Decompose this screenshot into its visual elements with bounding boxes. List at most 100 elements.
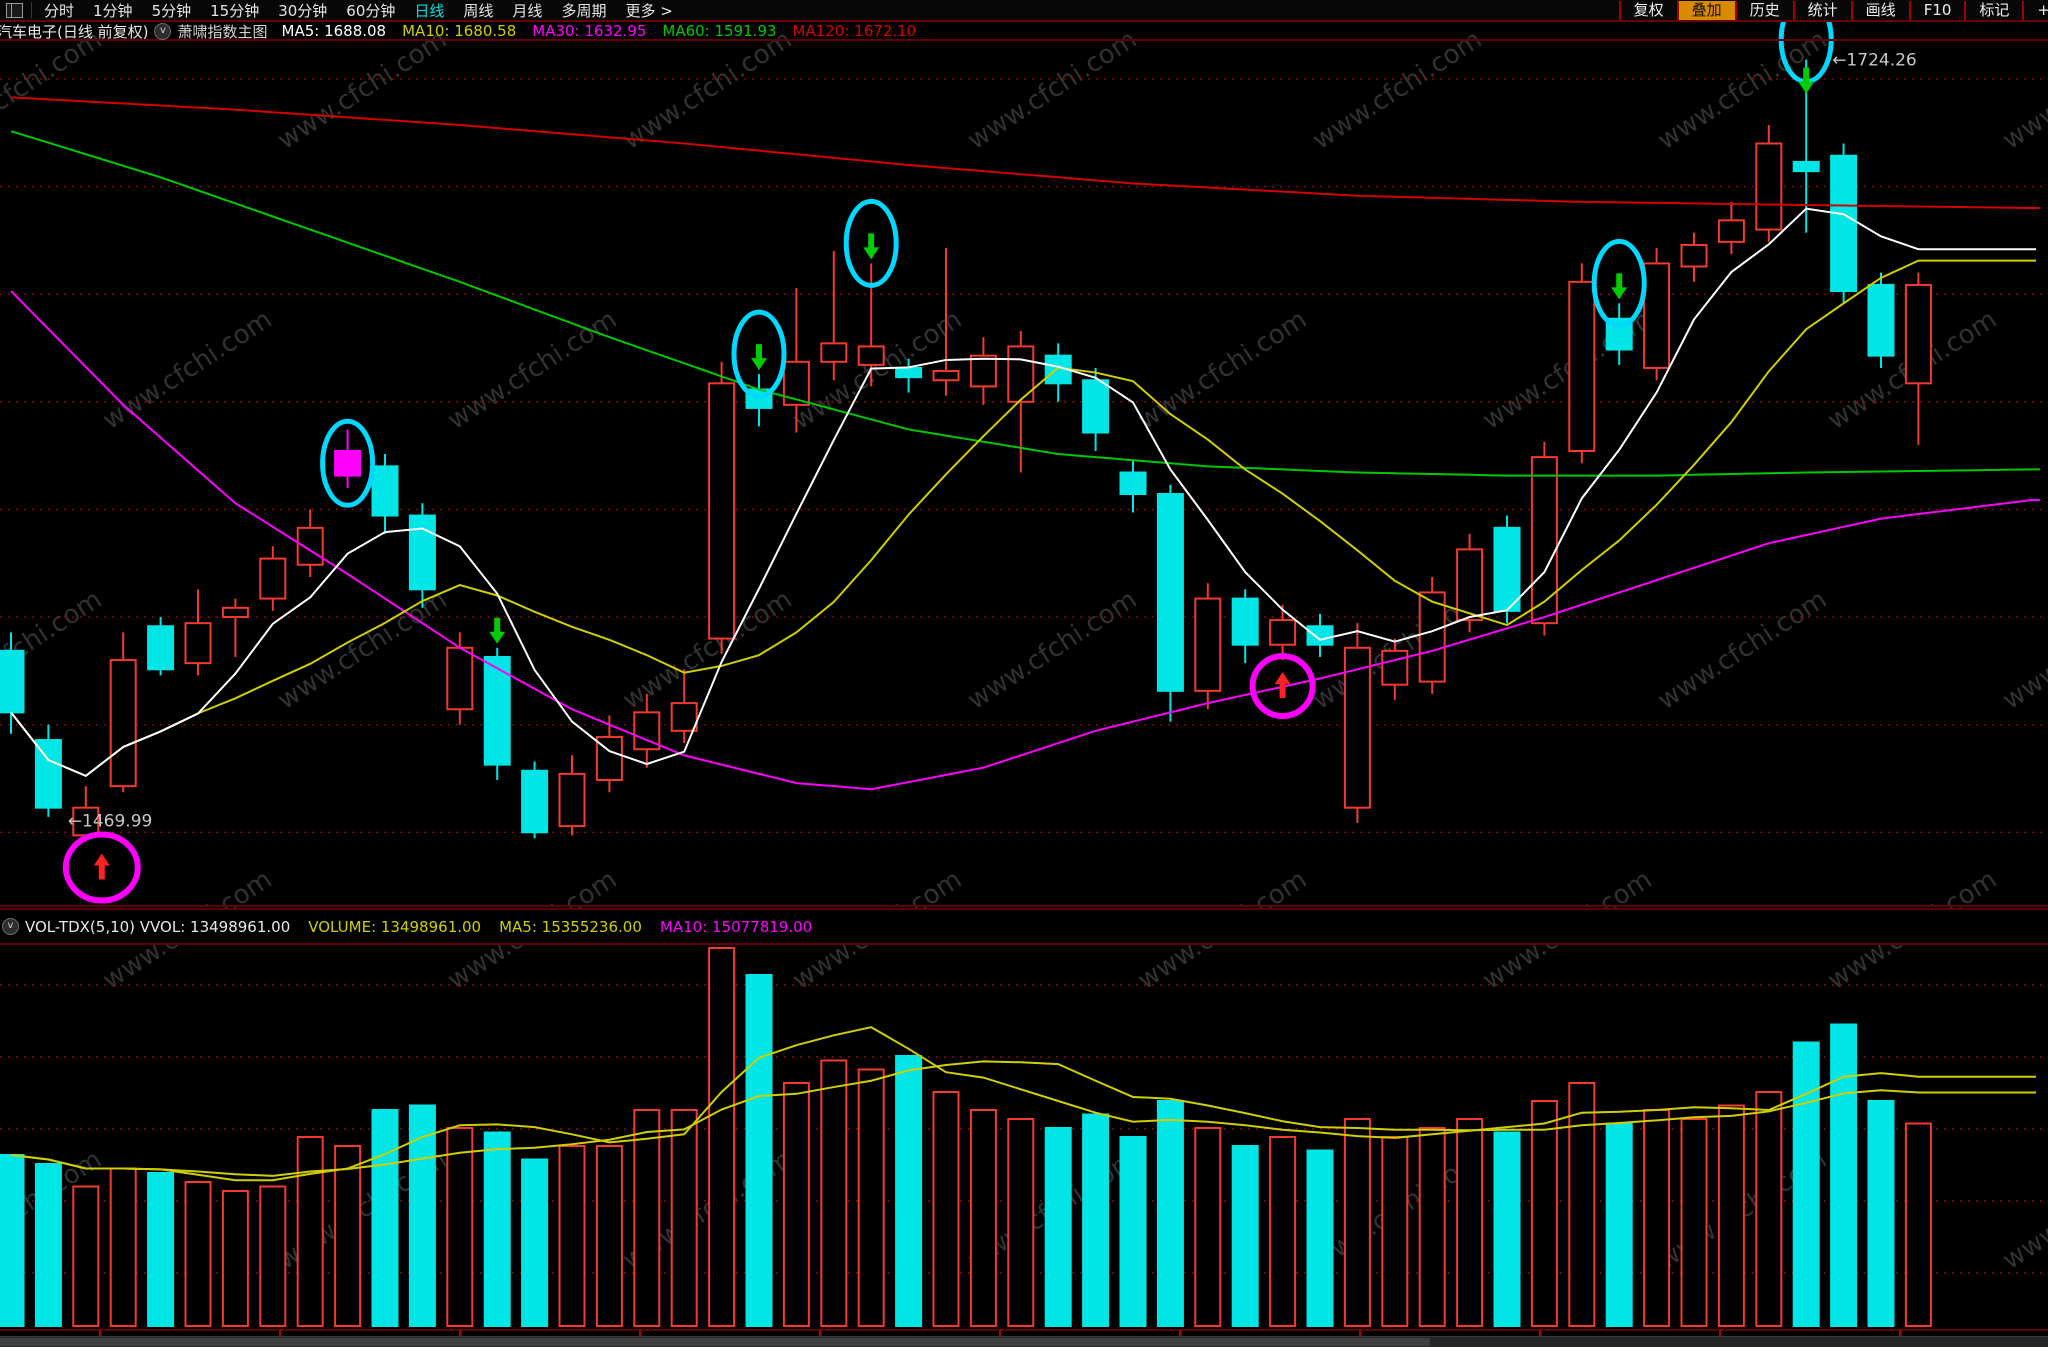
toolbar-divider — [31, 2, 32, 18]
candle-body — [72, 806, 100, 837]
timeframe-tab-0[interactable]: 分时 — [44, 1, 75, 20]
toolbar-button-4[interactable]: 画线 — [1850, 0, 1909, 20]
candle-body — [1194, 597, 1222, 692]
volume-bar — [1904, 1122, 1932, 1328]
watermark: www.cfchi.com — [1997, 1145, 2048, 1276]
ma-line — [10, 96, 2040, 210]
high-price-label: ←1724.26 — [1832, 51, 1917, 71]
timeframe-tab-2[interactable]: 5分钟 — [151, 1, 192, 20]
timeframe-tab-4[interactable]: 30分钟 — [278, 1, 328, 20]
top-toolbar: 分时 1分钟 5分钟 15分钟 30分钟 60分钟 日线 周线 月线 多周期 更多 > 复权 叠加 历史… — [0, 0, 2048, 22]
volume-bar — [1306, 1149, 1334, 1327]
candle-body — [1830, 154, 1858, 293]
green-down-arrow-icon — [489, 617, 506, 644]
timeframe-tab-7[interactable]: 周线 — [463, 1, 494, 20]
volume-bar — [857, 1068, 885, 1327]
timeframe-tab-6[interactable]: 日线 — [414, 1, 445, 20]
toolbar-button-3[interactable]: 统计 — [1792, 0, 1851, 20]
volume-value-2: MA5: 15355236.00 — [499, 917, 642, 936]
candle-body — [34, 739, 62, 809]
candle-body — [1530, 456, 1558, 625]
layout-icon[interactable] — [6, 2, 23, 18]
signal-circle — [1249, 653, 1316, 720]
volume-bar — [1605, 1122, 1633, 1327]
ma-value-0: MA5: 1688.08 — [281, 22, 387, 40]
volume-bar — [1493, 1131, 1521, 1327]
toolbar-button-7[interactable]: +自 — [2022, 0, 2048, 20]
volume-bar — [1717, 1104, 1745, 1327]
timeframe-tab-5[interactable]: 60分钟 — [346, 1, 396, 20]
candle-body — [1643, 262, 1671, 369]
toolbar-button-2[interactable]: 历史 — [1734, 0, 1793, 20]
timeframe-tab-3[interactable]: 15分钟 — [210, 1, 260, 20]
ma-value-4: MA120: 1672.10 — [792, 22, 917, 40]
timeframe-tab-10[interactable]: 更多 > — [625, 1, 673, 20]
horizontal-scrollbar[interactable] — [0, 1336, 2048, 1347]
volume-bar — [334, 1145, 362, 1327]
volume-bar — [558, 1145, 586, 1327]
candle-body — [147, 625, 175, 671]
timeframe-tabs: 分时 1分钟 5分钟 15分钟 30分钟 60分钟 日线 周线 月线 多周期 更多 > — [44, 0, 692, 21]
watermark: www.cfchi.com — [962, 585, 1142, 716]
volume-bar — [745, 974, 773, 1327]
candle-body — [1306, 625, 1334, 646]
volume-value-3: MA10: 15077819.00 — [659, 917, 813, 936]
watermark: www.cfchi.com — [962, 25, 1142, 156]
candle-body — [109, 659, 137, 788]
volume-bar — [595, 1145, 623, 1327]
volume-bar — [483, 1131, 511, 1327]
volume-bar — [259, 1185, 287, 1327]
toolbar-button-6[interactable]: 标记 — [1964, 0, 2022, 20]
candle-body — [221, 606, 249, 619]
volume-bar — [296, 1136, 324, 1327]
volume-bar — [109, 1167, 137, 1327]
candle-body — [1493, 526, 1521, 612]
volume-bar — [1456, 1118, 1484, 1327]
toolbar-button-5[interactable]: F10 — [1908, 0, 1965, 20]
candle-body — [446, 646, 474, 711]
green-down-arrow-icon — [863, 233, 880, 260]
timeframe-tab-1[interactable]: 1分钟 — [93, 1, 133, 20]
volume-bar — [408, 1104, 436, 1327]
watermark: www.cfchi.com — [1997, 25, 2048, 156]
candle-body — [1867, 283, 1895, 357]
signal-ellipse — [731, 309, 787, 399]
candle-body — [670, 702, 698, 732]
low-price-label: ←1469.99 — [68, 812, 153, 832]
watermark: www.cfchi.com — [0, 25, 107, 156]
toolbar-button-1[interactable]: 叠加 — [1676, 0, 1735, 20]
candle-body — [708, 382, 736, 640]
overlay-indicator-title: 萧啸指数主图 — [177, 22, 268, 41]
candle-body — [1755, 142, 1783, 231]
volume-bar — [147, 1172, 175, 1327]
scrollbar-handle[interactable] — [0, 1338, 1430, 1346]
timeframe-tab-8[interactable]: 月线 — [512, 1, 543, 20]
volume-bar — [1643, 1109, 1671, 1327]
volume-bar — [1680, 1118, 1708, 1327]
watermark: www.cfchi.com — [442, 305, 622, 436]
volume-bar — [932, 1091, 960, 1327]
candle-body — [1456, 548, 1484, 622]
toolbar-button-0[interactable]: 复权 — [1618, 0, 1677, 20]
red-up-arrow-icon — [1274, 672, 1291, 699]
volume-bar — [633, 1109, 661, 1327]
timeframe-tab-9[interactable]: 多周期 — [561, 1, 607, 20]
signal-circle — [62, 831, 141, 904]
collapse-icon[interactable]: v — [2, 918, 19, 935]
volume-bar — [1194, 1127, 1222, 1327]
ma-line — [10, 1026, 2036, 1182]
volume-bar — [1082, 1113, 1110, 1327]
watermark: www.cfchi.com — [1997, 585, 2048, 716]
volume-bar — [371, 1109, 399, 1327]
candle-body — [371, 465, 399, 517]
volume-bar — [1381, 1136, 1409, 1327]
volume-bar — [1755, 1091, 1783, 1327]
collapse-icon[interactable]: v — [154, 22, 172, 40]
volume-indicator-values: VOL-TDX(5,10) VVOL: 13498961.00 VOLUME: 1… — [25, 918, 830, 936]
volume-header: v VOL-TDX(5,10) VVOL: 13498961.00 VOLUME:… — [0, 908, 2048, 945]
volume-bar — [521, 1158, 549, 1327]
symbol-title: 汽车电子(日线 前复权) — [0, 22, 149, 41]
candle-body — [1904, 283, 1932, 385]
